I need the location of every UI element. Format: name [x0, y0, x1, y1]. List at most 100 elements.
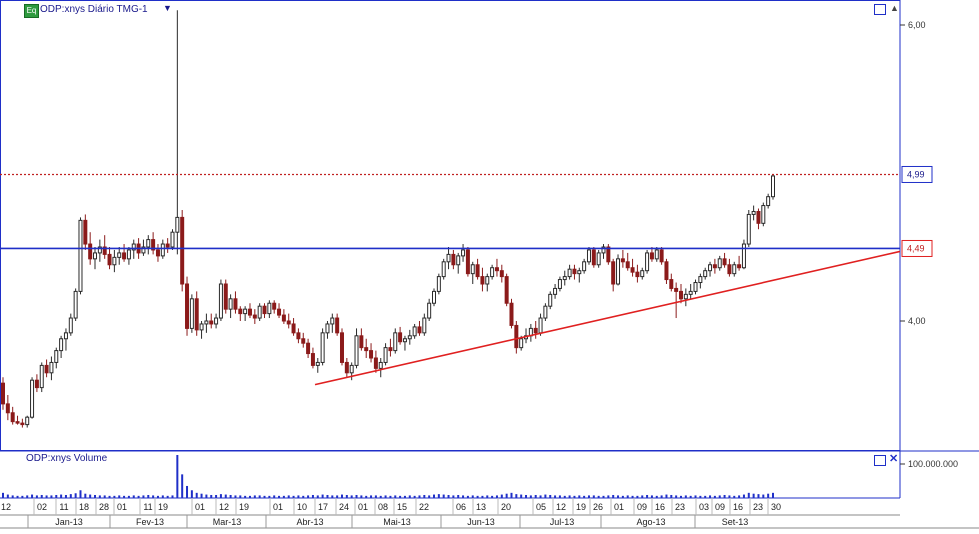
- close-icon[interactable]: ✕: [889, 453, 899, 465]
- candle: [378, 358, 383, 378]
- candle: [54, 347, 59, 369]
- volume-bar: [161, 495, 164, 498]
- volume-window-icon[interactable]: [874, 455, 886, 466]
- candle-body: [218, 283, 223, 319]
- candle-body: [247, 308, 252, 316]
- candle: [286, 313, 291, 329]
- y-tick-label: 4,00: [908, 316, 926, 326]
- candle: [97, 239, 102, 262]
- candle: [209, 313, 214, 329]
- volume-bar: [641, 495, 644, 498]
- volume-bar: [166, 495, 169, 498]
- candle-body: [422, 317, 427, 334]
- candle: [620, 249, 625, 268]
- candle-body: [209, 320, 214, 325]
- candle: [412, 323, 417, 339]
- volume-bar: [171, 495, 174, 498]
- candle: [751, 205, 756, 221]
- candle: [199, 321, 204, 339]
- x-day-label: 12: [219, 502, 229, 512]
- candle-body: [122, 252, 127, 260]
- x-day-label: 11: [143, 502, 152, 512]
- candle-body: [553, 287, 558, 295]
- volume-bar: [394, 495, 397, 498]
- x-day-label: 13: [476, 502, 486, 512]
- candle: [543, 303, 548, 321]
- volume-bar: [74, 493, 77, 498]
- x-month-label: Jun-13: [467, 517, 495, 527]
- candle: [257, 303, 262, 321]
- candle-body: [664, 261, 669, 281]
- candle-body: [751, 210, 756, 215]
- candle: [766, 193, 771, 209]
- candle-body: [5, 403, 10, 414]
- volume-bar: [229, 494, 232, 498]
- volume-bar: [718, 495, 721, 498]
- candle: [640, 267, 645, 280]
- volume-bar: [723, 494, 726, 498]
- caret-down-icon[interactable]: ▼: [163, 3, 172, 13]
- volume-bar: [273, 495, 276, 498]
- volume-bar: [476, 495, 479, 498]
- volume-bar: [156, 495, 159, 498]
- volume-bar: [563, 495, 566, 498]
- volume-bar: [747, 492, 750, 498]
- candle-body: [470, 264, 475, 275]
- x-month-label: Mar-13: [213, 517, 242, 527]
- volume-bar: [302, 495, 305, 498]
- candle: [494, 258, 499, 277]
- volume-bar: [408, 495, 411, 498]
- candle: [325, 321, 330, 339]
- candle-body: [577, 270, 582, 275]
- candle: [369, 343, 374, 363]
- x-day-label: 01: [195, 502, 205, 512]
- candle-body: [131, 243, 136, 251]
- x-month-label: Ago-13: [636, 517, 665, 527]
- candle: [635, 264, 640, 283]
- candle-body: [359, 335, 364, 349]
- candle: [146, 235, 151, 255]
- candle-body: [320, 332, 325, 363]
- candle: [771, 174, 775, 200]
- candle: [112, 249, 117, 273]
- volume-bar: [40, 494, 43, 498]
- window-icon[interactable]: [874, 4, 886, 15]
- x-day-label: 03: [699, 502, 709, 512]
- candle-body: [68, 317, 73, 334]
- volume-bar: [471, 495, 474, 498]
- candle-body: [349, 364, 354, 374]
- triangle-up-icon[interactable]: ▲: [890, 3, 899, 13]
- x-month-label: Mai-13: [383, 517, 411, 527]
- candle: [688, 284, 693, 299]
- candle-body: [49, 361, 54, 374]
- candle-body: [146, 239, 151, 248]
- x-month-label: Jul-13: [550, 517, 575, 527]
- candle: [68, 313, 73, 336]
- x-day-label: 23: [675, 502, 685, 512]
- volume-bar: [428, 495, 431, 498]
- volume-bar: [147, 494, 150, 498]
- candle-body: [611, 261, 616, 285]
- volume-bar: [132, 495, 135, 498]
- candle-body: [732, 264, 737, 275]
- candle-body: [286, 320, 291, 325]
- volume-bar: [316, 495, 319, 498]
- candle: [514, 321, 519, 354]
- x-day-label: 30: [771, 502, 781, 512]
- candle-body: [54, 350, 59, 363]
- x-day-label: 08: [378, 502, 388, 512]
- candle: [281, 309, 286, 324]
- x-day-label: 01: [273, 502, 283, 512]
- candle-body: [703, 270, 708, 278]
- candle: [727, 258, 732, 277]
- candle-body: [78, 219, 83, 292]
- candle-body: [228, 298, 233, 310]
- candle-body: [446, 253, 451, 263]
- candle-body: [160, 243, 165, 257]
- volume-bar: [418, 495, 421, 498]
- candle: [504, 273, 509, 307]
- candle-body: [596, 252, 601, 266]
- candle-body: [645, 252, 650, 272]
- candle: [228, 294, 233, 319]
- candle-body: [504, 276, 509, 304]
